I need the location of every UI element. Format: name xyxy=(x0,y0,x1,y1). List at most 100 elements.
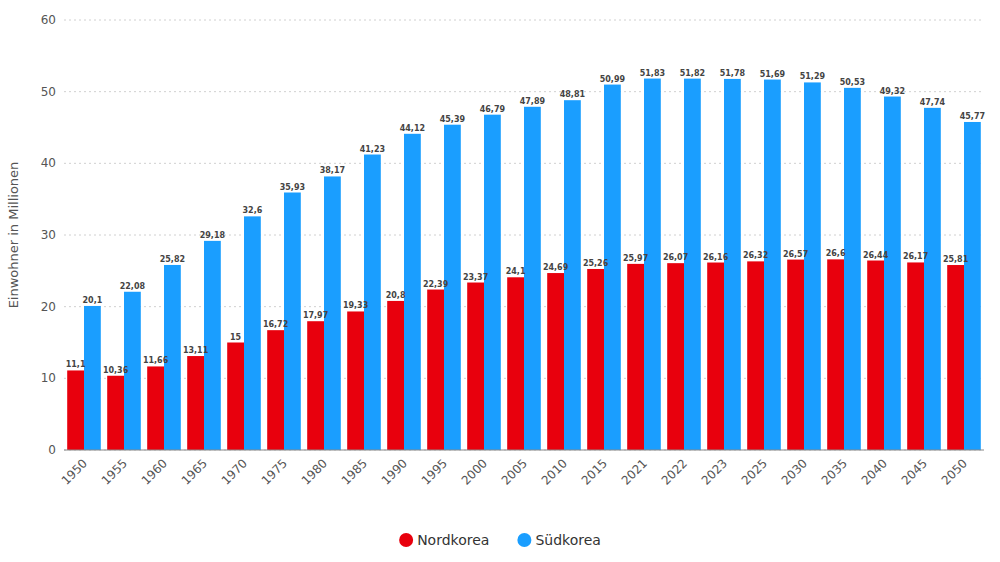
bar xyxy=(964,122,981,450)
x-tick-label: 1950 xyxy=(59,456,90,487)
data-label: 47,74 xyxy=(920,98,946,107)
y-tick-label: 60 xyxy=(41,13,56,27)
x-tick-label: 1990 xyxy=(379,456,410,487)
x-tick-label: 1955 xyxy=(99,456,130,487)
bar xyxy=(764,80,781,450)
x-tick-label: 2040 xyxy=(859,456,890,487)
data-label: 47,89 xyxy=(520,97,546,106)
data-label: 32,6 xyxy=(243,206,263,215)
bar xyxy=(244,216,261,450)
y-tick-label: 10 xyxy=(41,371,56,385)
data-label: 11,66 xyxy=(143,356,169,365)
data-label: 29,18 xyxy=(200,231,226,240)
bar xyxy=(827,259,844,450)
data-label: 16,72 xyxy=(263,320,288,329)
y-tick-label: 30 xyxy=(41,228,56,242)
data-label: 26,17 xyxy=(903,252,928,261)
data-label: 45,39 xyxy=(440,115,466,124)
bar xyxy=(267,330,284,450)
x-tick-label: 2025 xyxy=(739,456,770,487)
bar xyxy=(67,370,84,450)
legend-marker xyxy=(399,533,413,547)
bar xyxy=(924,108,941,450)
legend-label: Südkorea xyxy=(535,532,600,548)
data-label: 25,82 xyxy=(160,255,185,264)
x-tick-label: 2015 xyxy=(579,456,610,487)
bar xyxy=(747,261,764,450)
y-axis-label: Einwohner in Millionen xyxy=(6,162,21,309)
y-tick-label: 40 xyxy=(41,156,56,170)
data-label: 50,99 xyxy=(600,75,626,84)
bar xyxy=(787,260,804,450)
data-label: 51,29 xyxy=(800,72,826,81)
x-tick-label: 1960 xyxy=(139,456,170,487)
bar xyxy=(644,79,661,450)
bar xyxy=(884,97,901,450)
bar xyxy=(587,269,604,450)
data-label: 26,07 xyxy=(663,253,688,262)
legend-label: Nordkorea xyxy=(417,532,489,548)
bar xyxy=(684,79,701,450)
x-tick-label: 2050 xyxy=(939,456,970,487)
data-label: 26,32 xyxy=(743,251,768,260)
data-label: 26,57 xyxy=(783,250,808,259)
bar xyxy=(667,263,684,450)
bar xyxy=(227,343,244,451)
x-tick-label: 1975 xyxy=(259,456,290,487)
data-label: 19,33 xyxy=(343,301,368,310)
data-label: 50,53 xyxy=(840,78,865,87)
data-label: 25,97 xyxy=(623,254,648,263)
x-tick-label: 1980 xyxy=(299,456,330,487)
data-label: 26,16 xyxy=(703,253,729,262)
data-label: 20,8 xyxy=(386,291,406,300)
legend: Nordkorea Südkorea xyxy=(399,532,601,548)
data-label: 20,1 xyxy=(83,296,103,305)
data-label: 17,97 xyxy=(303,311,328,320)
data-label: 22,08 xyxy=(120,282,146,291)
bar xyxy=(564,100,581,450)
bar xyxy=(844,88,861,450)
x-tick-label: 2000 xyxy=(459,456,490,487)
data-label: 49,32 xyxy=(880,87,905,96)
x-tick-label: 2010 xyxy=(539,456,570,487)
data-label: 35,93 xyxy=(280,183,305,192)
bar xyxy=(147,366,164,450)
grid-line xyxy=(64,450,984,451)
x-tick-label: 1970 xyxy=(219,456,250,487)
bar xyxy=(387,301,404,450)
data-labels: 11,110,3611,6613,111516,7217,9719,3320,8… xyxy=(66,69,985,375)
bar xyxy=(187,356,204,450)
legend-item: Südkorea xyxy=(517,532,600,548)
bar xyxy=(907,262,924,450)
data-label: 25,81 xyxy=(943,255,969,264)
bar xyxy=(404,134,421,450)
x-tick-label: 2023 xyxy=(699,456,730,487)
x-tick-label: 2021 xyxy=(619,456,650,487)
bar xyxy=(507,277,524,450)
bar xyxy=(84,306,101,450)
bar xyxy=(947,265,964,450)
data-label: 23,37 xyxy=(463,273,488,282)
bars xyxy=(67,79,981,450)
bar xyxy=(724,79,741,450)
x-tick-label: 2030 xyxy=(779,456,810,487)
data-label: 24,69 xyxy=(543,263,569,272)
data-label: 48,81 xyxy=(560,90,586,99)
data-label: 51,83 xyxy=(640,69,665,78)
grid-line xyxy=(64,20,984,21)
y-tick-label: 0 xyxy=(48,443,56,457)
data-label: 46,79 xyxy=(480,105,506,114)
data-label: 51,82 xyxy=(680,69,705,78)
bar xyxy=(107,376,124,450)
data-label: 45,77 xyxy=(960,112,985,121)
data-label: 25,26 xyxy=(583,259,609,268)
data-label: 51,69 xyxy=(760,70,786,79)
bar xyxy=(707,263,724,450)
bar xyxy=(867,261,884,450)
y-tick-label: 20 xyxy=(41,300,56,314)
data-label: 10,36 xyxy=(103,366,129,375)
bar xyxy=(467,283,484,450)
legend-item: Nordkorea xyxy=(399,532,489,548)
bar xyxy=(547,273,564,450)
x-tick-label: 2045 xyxy=(899,456,930,487)
